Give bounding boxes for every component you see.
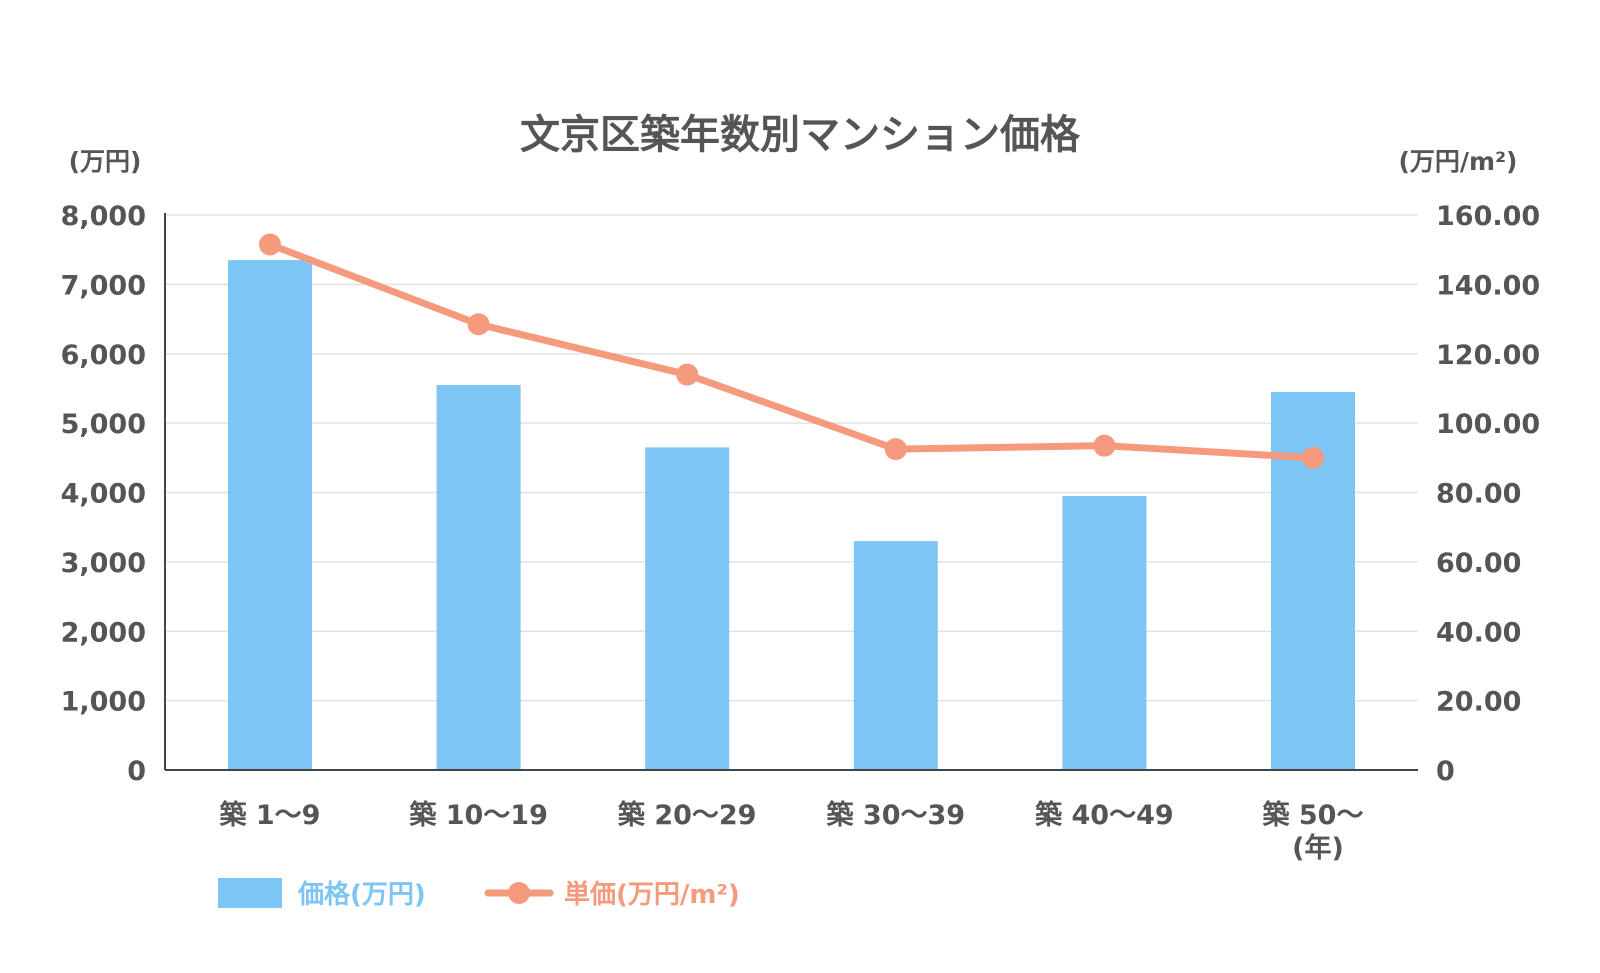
right-tick-label: 80.00 [1436,479,1521,510]
unit-price-line [266,240,1317,462]
line-series [259,233,1324,469]
right-tick-label: 20.00 [1436,687,1521,718]
left-tick-label: 2,000 [61,617,146,648]
legend-bar-label: 価格(万円) [297,879,426,910]
right-tick-label: 100.00 [1436,409,1540,440]
bar [853,541,938,770]
left-tick-label: 5,000 [61,409,146,440]
category-label: 築 30〜39 [826,799,966,831]
left-tick-label: 0 [127,756,146,787]
axis-labels: 0 1,000 2,000 3,000 4,000 5,000 6,000 7,000 8,00… [61,201,1541,831]
category-label: 築 1〜9 [219,799,321,831]
bar [645,447,730,770]
chart-title: 文京区築年数別マンション価格 [520,112,1081,158]
left-tick-label: 7,000 [61,270,146,301]
line-point [467,313,490,336]
right-axis-unit: (万円/m²) [1399,147,1518,176]
line-point [1302,446,1324,469]
right-tick-label: 140.00 [1436,270,1540,301]
bar [436,384,521,770]
right-tick-label: 0 [1436,756,1455,787]
right-tick-label: 40.00 [1436,617,1521,648]
category-label: 築 20〜29 [617,799,757,831]
category-label: 築 10〜19 [408,799,548,831]
line-point [884,438,907,461]
right-tick-label: 160.00 [1436,201,1540,232]
bar [1062,495,1147,770]
right-tick-label: 60.00 [1436,548,1521,579]
left-tick-label: 3,000 [61,548,146,579]
line-point [676,363,699,386]
line-point [259,233,281,256]
left-tick-label: 4,000 [61,479,146,510]
bar [228,260,312,770]
gridlines [165,214,1418,702]
legend: 価格(万円) 単価(万円/m²) [218,878,740,910]
left-tick-label: 8,000 [61,201,146,232]
axes [164,213,1418,771]
left-axis-unit: (万円) [69,147,142,176]
category-label: 築 50〜 [1262,799,1364,831]
right-tick-label: 120.00 [1436,340,1540,371]
legend-bar-swatch [218,878,282,908]
line-point [1093,434,1116,457]
legend-line-marker [508,882,530,904]
left-tick-label: 1,000 [61,687,146,718]
category-label: 築 40〜49 [1034,799,1174,831]
bar-series [228,260,1355,770]
left-tick-label: 6,000 [61,340,146,371]
x-axis-unit: (年) [1292,832,1344,864]
legend-line-label: 単価(万円/m²) [564,880,740,910]
